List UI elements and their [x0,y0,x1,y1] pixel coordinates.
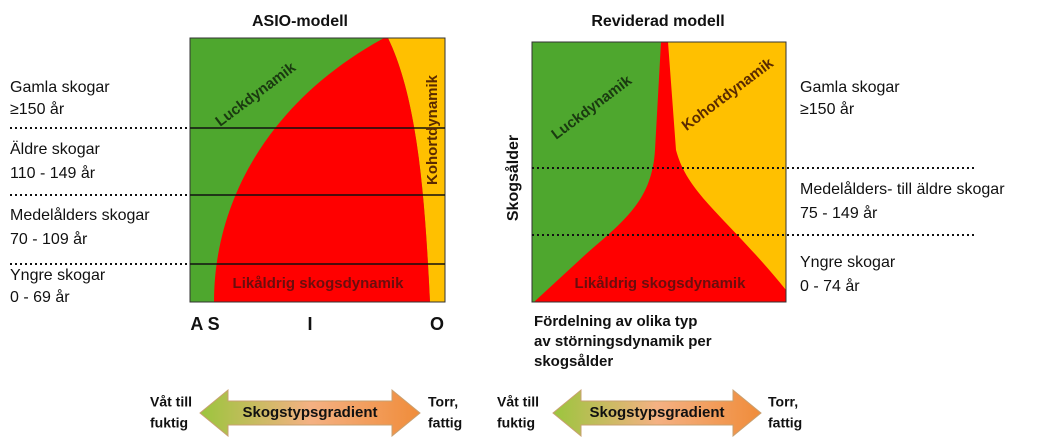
age-name: Gamla skogar [800,79,900,96]
panel-title: Reviderad modell [591,13,724,30]
axis-label: O [430,314,444,334]
gradient-arrow [199,388,421,437]
panel-frame [189,37,446,303]
gradient-end: Torr, [768,394,798,410]
age-name: Yngre skogar [10,267,106,284]
zone-label: Kohortdynamik [424,74,441,185]
gradient-label: Skogstypsgradient [242,404,377,421]
gradient-end: Våt till [497,394,539,410]
zone-label: Likåldrig skogsdynamik [233,275,405,292]
age-range: 70 - 109 år [10,230,88,248]
axis-label: I [307,314,312,334]
gradient-end: fuktig [497,415,535,431]
panel-title: ASIO-modell [252,13,348,30]
age-range: 0 - 69 år [10,288,70,306]
axis-label: Skogsålder [504,135,522,221]
panel-frame [531,41,787,303]
zone-label: Likåldrig skogsdynamik [575,275,747,292]
age-range: 110 - 149 år [10,164,96,182]
cohort-zone [388,38,445,302]
gradient-end: fattig [768,415,802,431]
even-aged-zone [534,42,786,302]
right-panel: Reviderad modell Skogsålder Luckdynamik … [504,13,1005,370]
age-range: 75 - 149 år [800,204,878,222]
caption: skogsålder [534,353,613,370]
gradient-end: Våt till [150,394,192,410]
gradient-end: Torr, [428,394,458,410]
caption: Fördelning av olika typ [534,313,697,330]
age-range: ≥150 år [800,100,855,118]
age-name: Yngre skogar [800,254,896,271]
age-name: Äldre skogar [10,140,100,158]
gradient-arrow [552,388,762,437]
gradient-label: Skogstypsgradient [589,404,724,421]
axis-label: A S [190,314,219,334]
even-aged-zone [214,38,430,302]
left-panel: ASIO-modell Luckdynamik Kohortdynamik Li… [10,13,446,334]
age-name: Medelålders skogar [10,206,150,224]
gradient-1: Skogstypsgradient Våt till fuktig Torr, … [150,388,462,437]
age-range: 0 - 74 år [800,277,860,295]
age-range: ≥150 år [10,100,65,118]
age-name: Gamla skogar [10,79,110,96]
gradient-2: Skogstypsgradient Våt till fuktig Torr, … [497,388,802,437]
age-name: Medelålders- till äldre skogar [800,180,1005,198]
gradient-end: fuktig [150,415,188,431]
gradient-end: fattig [428,415,462,431]
caption: av störningsdynamik per [534,333,712,350]
